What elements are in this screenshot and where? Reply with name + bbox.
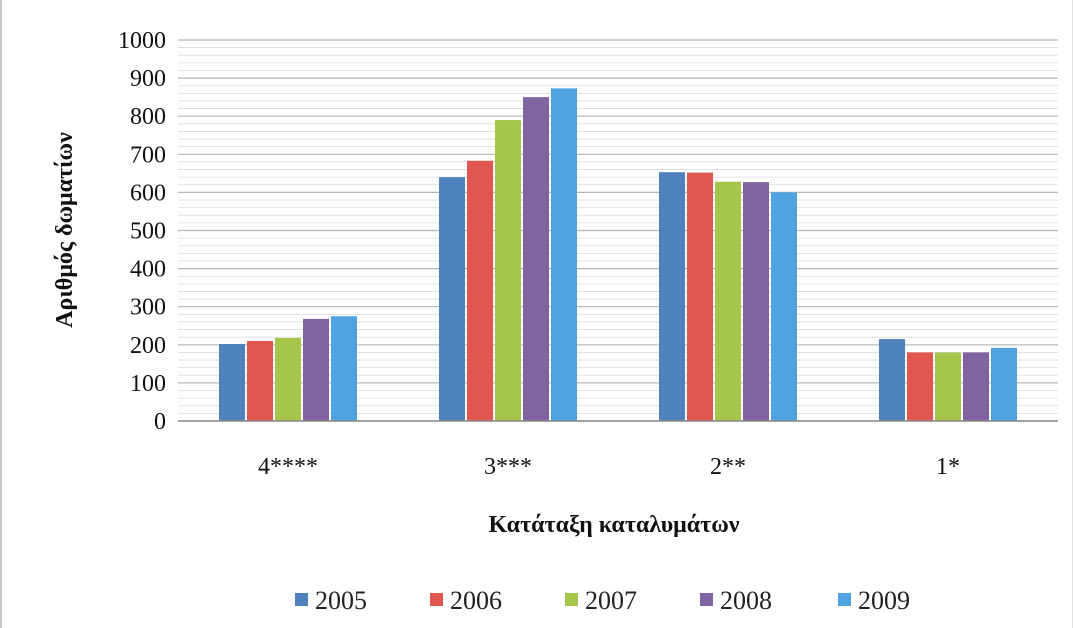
bar-2007 <box>935 352 961 421</box>
bar-2006 <box>467 160 493 422</box>
bar-2008 <box>963 352 989 421</box>
y-axis-title: Αριθμός δωματίων <box>52 132 78 328</box>
legend-label: 2007 <box>585 586 637 615</box>
bar-2006 <box>907 352 933 421</box>
bar-2009 <box>771 192 797 421</box>
x-category-label: 3*** <box>484 454 532 480</box>
bar-2007 <box>275 337 301 421</box>
bar-2009 <box>991 347 1017 421</box>
bars <box>219 88 1017 422</box>
y-tick-label: 1000 <box>118 28 166 54</box>
legend-swatch <box>838 593 851 606</box>
y-tick-label: 900 <box>130 66 166 92</box>
y-tick-label: 800 <box>130 104 166 130</box>
bar-2005 <box>219 344 245 421</box>
legend-label: 2009 <box>858 586 910 615</box>
bar-2005 <box>439 177 465 421</box>
y-tick-label: 500 <box>130 219 166 245</box>
x-category-label: 2** <box>710 454 746 480</box>
y-tick-label: 200 <box>130 333 166 359</box>
y-tick-label: 300 <box>130 295 166 321</box>
legend-swatch <box>700 593 713 606</box>
x-category-label: 1* <box>936 454 960 480</box>
y-tick-label: 100 <box>130 371 166 397</box>
x-axis-title: Κατάταξη καταλυμάτων <box>488 512 739 538</box>
x-category-label: 4**** <box>258 454 318 480</box>
bar-2007 <box>495 120 521 421</box>
bar-2008 <box>523 97 549 422</box>
bar-2009 <box>331 316 357 421</box>
bar-2005 <box>659 172 685 421</box>
legend-swatch <box>295 593 308 606</box>
bar-2008 <box>303 318 329 421</box>
y-tick-label: 0 <box>154 409 166 435</box>
legend: 2005 2006 2007 2008 2009 <box>295 586 910 615</box>
bar-2006 <box>687 172 713 421</box>
legend-label: 2006 <box>450 586 502 615</box>
y-tick-label: 700 <box>130 142 166 168</box>
bar-2006 <box>247 340 273 421</box>
legend-swatch <box>430 593 443 606</box>
y-tick-label: 600 <box>130 180 166 206</box>
bar-2009 <box>551 88 577 422</box>
legend-label: 2005 <box>315 586 367 615</box>
bar-2008 <box>743 182 769 421</box>
legend-label: 2008 <box>720 586 772 615</box>
x-axis-categories: 4**** 3*** 2** 1* <box>258 454 960 480</box>
y-axis-ticks: 0 100 200 300 400 500 600 700 800 900 1000 <box>118 28 166 435</box>
bar-2005 <box>879 339 905 421</box>
legend-swatch <box>565 593 578 606</box>
y-tick-label: 400 <box>130 257 166 283</box>
bar-2007 <box>715 181 741 421</box>
